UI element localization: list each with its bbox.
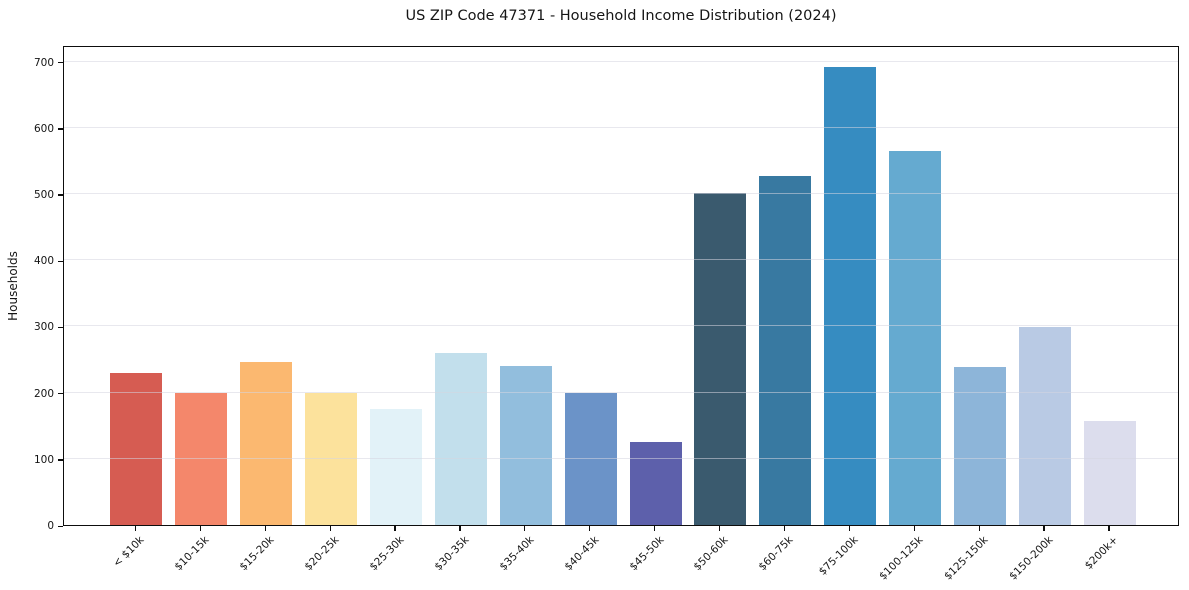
x-tick-mark bbox=[848, 526, 850, 531]
x-tick-mark bbox=[654, 526, 656, 531]
bar-< $10k bbox=[110, 372, 163, 525]
x-tick-label: $30-35k bbox=[432, 534, 472, 574]
x-tick-label: $50-60k bbox=[691, 534, 731, 574]
x-tick-label: $150-200k bbox=[1006, 534, 1056, 583]
plot-area bbox=[63, 46, 1179, 526]
bar-$125-150k bbox=[954, 367, 1006, 525]
x-tick-label: $25-30k bbox=[367, 534, 407, 574]
y-tick-label: 400 bbox=[33, 255, 54, 268]
gridline bbox=[64, 192, 1178, 194]
y-tick-mark bbox=[58, 326, 63, 329]
x-tick-mark bbox=[459, 526, 461, 531]
x-tick-mark bbox=[1108, 526, 1110, 531]
bar-$75-100k bbox=[824, 66, 877, 525]
gridline bbox=[64, 259, 1178, 261]
x-tick-mark bbox=[783, 526, 786, 531]
y-tick-label: 600 bbox=[33, 122, 54, 135]
y-tick-mark bbox=[58, 194, 63, 196]
x-tick-mark bbox=[1043, 526, 1045, 531]
y-tick-mark bbox=[58, 128, 63, 130]
x-tick-mark bbox=[134, 526, 137, 531]
y-tick-label: 700 bbox=[33, 56, 54, 69]
y-tick-label: 200 bbox=[33, 387, 54, 400]
x-tick-label: $20-25k bbox=[302, 534, 342, 574]
x-tick-mark bbox=[978, 526, 980, 531]
x-tick-label: < $10k bbox=[111, 534, 147, 570]
x-tick-mark bbox=[329, 526, 331, 531]
x-tick-label: $75-100k bbox=[816, 534, 861, 578]
gridline bbox=[64, 60, 1178, 62]
x-tick-label: $15-20k bbox=[237, 534, 277, 574]
x-tick-mark bbox=[199, 526, 201, 531]
x-tick-label: $125-150k bbox=[941, 534, 991, 583]
gridline bbox=[64, 325, 1178, 327]
bar-$35-40k bbox=[499, 366, 552, 525]
gridline bbox=[64, 457, 1178, 459]
gridline bbox=[64, 391, 1178, 393]
gridline bbox=[64, 126, 1178, 128]
bar-$150-200k bbox=[1018, 327, 1071, 525]
y-tick-mark bbox=[58, 260, 63, 262]
bar-$40-45k bbox=[564, 393, 617, 525]
bar-$30-35k bbox=[434, 352, 487, 525]
bar-$100-125k bbox=[889, 150, 942, 525]
y-tick-mark bbox=[58, 525, 63, 527]
x-tick-mark bbox=[264, 526, 266, 531]
x-tick-label: $60-75k bbox=[756, 534, 796, 574]
chart-title: US ZIP Code 47371 - Household Income Dis… bbox=[405, 8, 837, 24]
y-tick-label: 100 bbox=[33, 453, 54, 466]
x-tick-label: $200k+ bbox=[1082, 534, 1121, 572]
x-tick-label: $45-50k bbox=[626, 534, 666, 574]
y-tick-mark bbox=[58, 459, 63, 461]
x-tick-mark bbox=[589, 526, 591, 531]
bar-$25-30k bbox=[369, 409, 422, 525]
y-tick-label: 300 bbox=[33, 321, 54, 334]
x-tick-label: $35-40k bbox=[497, 534, 537, 574]
bar-$50-60k bbox=[694, 193, 747, 525]
y-tick-mark bbox=[58, 393, 63, 395]
x-tick-label: $10-15k bbox=[172, 534, 212, 574]
bar-$10-15k bbox=[175, 393, 228, 525]
x-tick-label: $40-45k bbox=[561, 534, 602, 574]
bar-$15-20k bbox=[240, 362, 293, 525]
x-tick-mark bbox=[524, 526, 526, 531]
x-tick-mark bbox=[913, 526, 915, 531]
bar-$60-75k bbox=[759, 176, 812, 525]
y-tick-label: 0 bbox=[47, 520, 54, 532]
bar-$45-50k bbox=[629, 441, 682, 525]
bar-$200k+ bbox=[1083, 421, 1136, 525]
x-tick-mark bbox=[394, 526, 396, 531]
y-tick-mark bbox=[58, 62, 63, 64]
x-tick-label: $100-125k bbox=[877, 534, 926, 583]
bar-$20-25k bbox=[305, 392, 357, 525]
y-tick-label: 500 bbox=[33, 188, 54, 201]
x-tick-mark bbox=[718, 526, 721, 531]
